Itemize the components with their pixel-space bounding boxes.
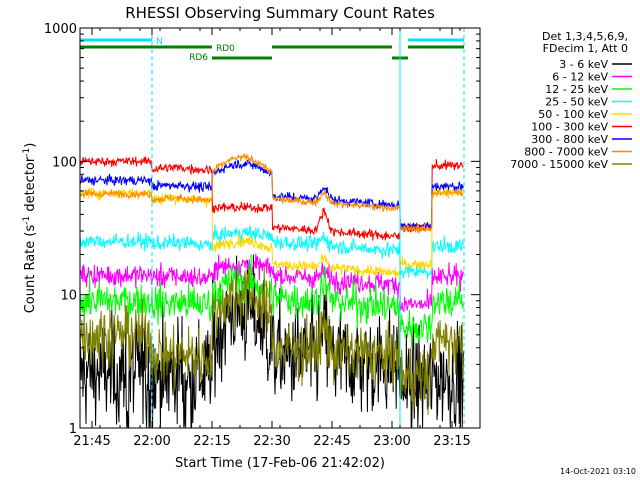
legend-label-5: 100 - 300 keV (531, 121, 608, 134)
legend-label-6: 300 - 800 keV (531, 133, 608, 146)
x-tick-label-5: 23:00 (373, 434, 410, 449)
observing-bars: N RD0 RD6 (80, 37, 464, 63)
series-line-4 (79, 186, 464, 279)
legend-label-8: 7000 - 15000 keV (510, 158, 608, 171)
x-tick-label-4: 22:45 (313, 434, 350, 449)
y-axis-label-mid: detector (23, 156, 38, 216)
legend-header-line-1: Det 1,3,4,5,6,9, (542, 30, 628, 43)
y-tick-label-3: 1000 (44, 22, 77, 37)
legend-label-4: 50 - 100 keV (538, 108, 608, 121)
axes: 21:45 22:00 22:15 22:30 22:45 23:00 23:15 1 10 10… (44, 22, 481, 449)
x-tick-label-3: 22:30 (253, 434, 290, 449)
x-tick-label-1: 22:00 (133, 434, 170, 449)
rd6_bar-label: RD6 (189, 53, 208, 63)
y-axis-label: Count Rate (s-1 detector-1) (22, 143, 38, 314)
y-axis-label-sup2: -1 (22, 148, 32, 157)
legend-label-3: 25 - 50 keV (545, 96, 608, 109)
legend-label-7: 800 - 7000 keV (524, 146, 608, 159)
y-tick-label-0: 1 (69, 422, 77, 437)
y-tick-label-2: 100 (52, 155, 77, 170)
legend-label-2: 12 - 25 keV (545, 83, 608, 96)
series-line-7 (79, 152, 464, 234)
y-tick-label-1: 10 (60, 289, 77, 304)
legend-label-0: 3 - 6 keV (559, 58, 608, 71)
timestamp: 14-Oct-2021 03:10 (560, 467, 636, 476)
chart-title: RHESSI Observing Summary Count Rates (125, 4, 435, 22)
series-lines (79, 152, 464, 428)
x-tick-label-6: 23:15 (433, 434, 470, 449)
x-tick-label-2: 22:15 (193, 434, 230, 449)
y-axis-label-sup1: -1 (22, 216, 32, 225)
y-axis-label-main: Count Rate (s (23, 225, 38, 314)
legend-header-line-2: FDecim 1, Att 0 (543, 42, 628, 55)
night_bar-label: N (156, 37, 163, 47)
x-tick-label-0: 21:45 (73, 434, 110, 449)
legend: Det 1,3,4,5,6,9, FDecim 1, Att 0 3 - 6 k… (510, 30, 632, 171)
x-axis-label: Start Time (17-Feb-06 21:42:02) (175, 456, 385, 471)
rd0_bar-label: RD0 (216, 44, 235, 54)
y-axis-label-end: ) (23, 143, 38, 148)
legend-label-1: 6 - 12 keV (552, 71, 608, 84)
